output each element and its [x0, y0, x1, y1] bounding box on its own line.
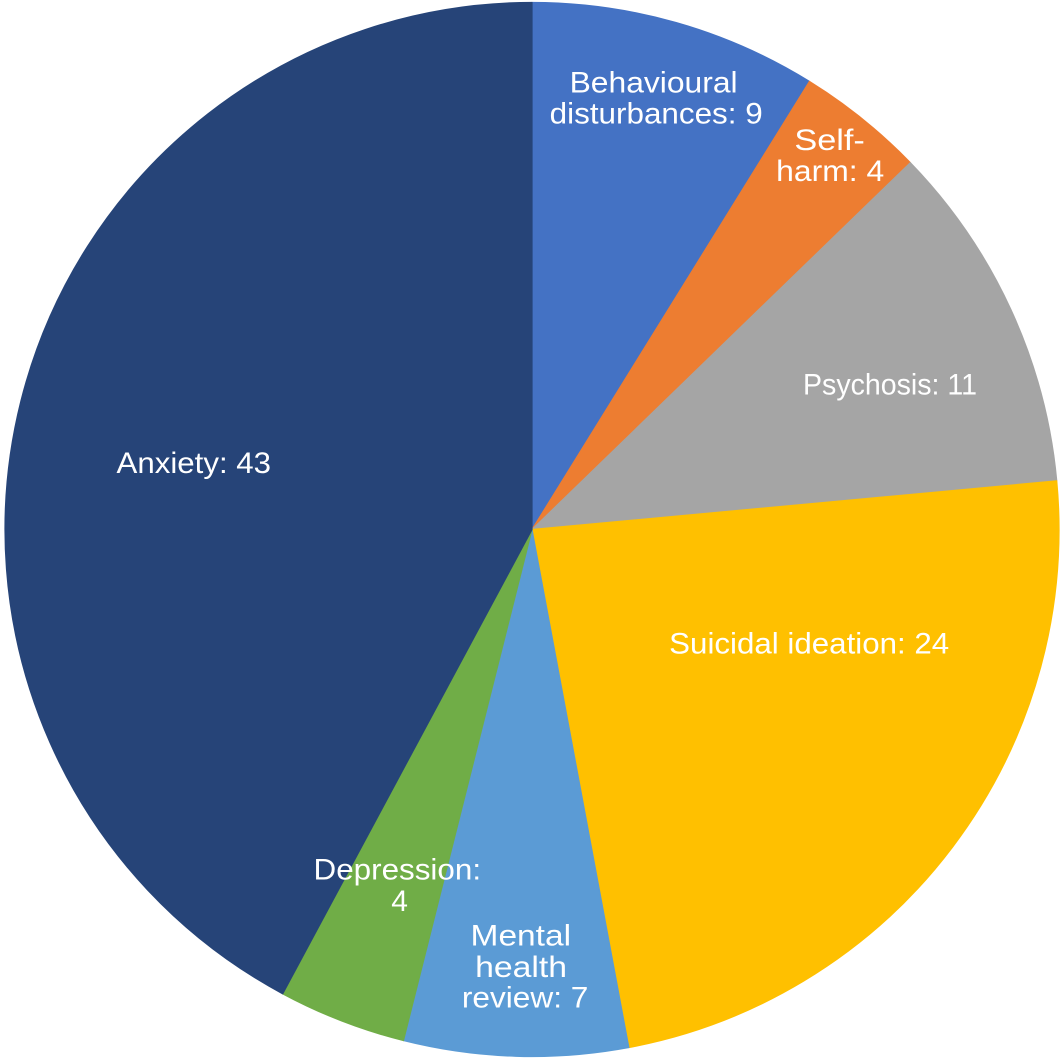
svg-text:Anxiety: 43: Anxiety: 43 — [117, 447, 272, 480]
svg-text:harm: 4: harm: 4 — [776, 155, 884, 188]
svg-text:review: 7: review: 7 — [462, 982, 589, 1015]
svg-text:Self-: Self- — [794, 124, 865, 157]
svg-text:Suicidal ideation: 24: Suicidal ideation: 24 — [669, 627, 949, 660]
svg-text:Mental: Mental — [471, 919, 572, 952]
svg-text:health: health — [475, 951, 567, 984]
svg-text:Behavioural: Behavioural — [570, 66, 738, 99]
svg-text:4: 4 — [391, 885, 408, 918]
svg-text:Psychosis: 11: Psychosis: 11 — [803, 368, 977, 401]
svg-text:disturbances: 9: disturbances: 9 — [550, 98, 763, 131]
svg-text:Depression:: Depression: — [314, 854, 482, 887]
